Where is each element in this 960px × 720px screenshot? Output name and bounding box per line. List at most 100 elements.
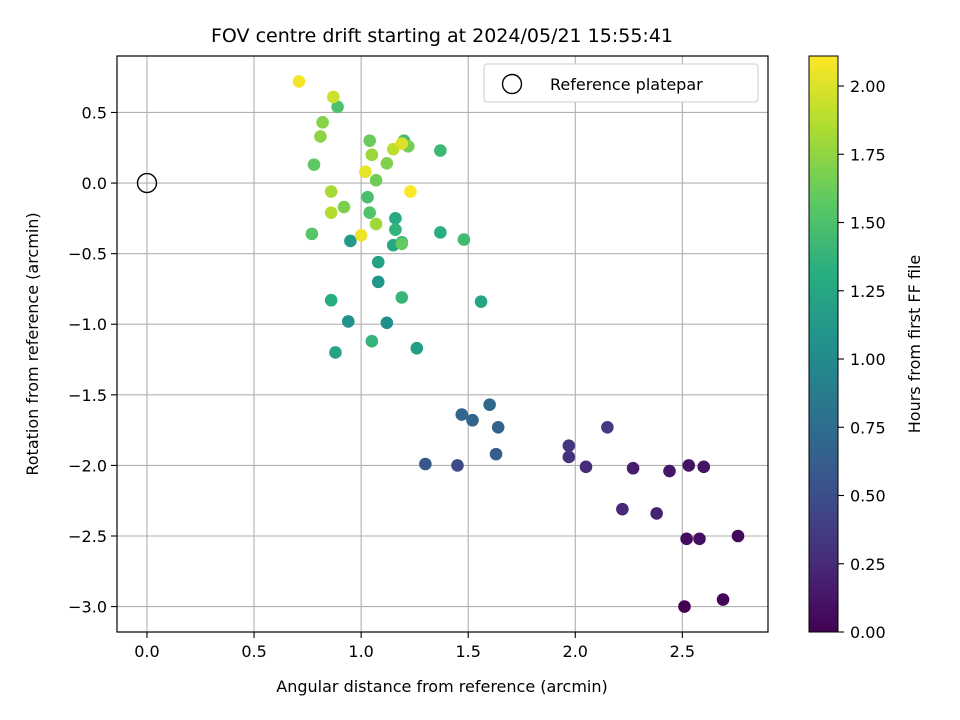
colorbar-tick-label: 0.75	[850, 418, 886, 437]
data-point	[305, 227, 319, 241]
scatter-points	[292, 75, 745, 613]
data-point	[455, 408, 469, 421]
legend-box	[483, 63, 759, 103]
data-point	[474, 295, 488, 308]
y-tick-label: −3.0	[68, 598, 107, 617]
data-point	[650, 507, 663, 520]
y-tick-label: −0.5	[68, 245, 107, 264]
grid	[117, 56, 768, 632]
data-point	[344, 234, 357, 248]
data-point	[395, 291, 409, 304]
colorbar-tick-label: 1.50	[850, 214, 886, 233]
data-point	[369, 173, 383, 187]
colorbar-tick-label: 1.75	[850, 145, 886, 164]
data-point	[316, 116, 329, 129]
data-point	[434, 144, 447, 157]
data-point	[371, 255, 385, 269]
data-point	[626, 461, 640, 475]
y-tick-label: −2.5	[68, 527, 107, 546]
data-point	[341, 315, 355, 328]
x-tick-label: 1.5	[455, 642, 480, 661]
data-point	[404, 185, 417, 198]
data-point	[369, 217, 383, 231]
data-point	[292, 75, 306, 88]
data-point	[380, 156, 394, 170]
data-point	[395, 137, 409, 150]
plot-frame	[116, 55, 769, 633]
x-tick-label: 2.5	[670, 642, 695, 661]
colorbar-tick-label: 1.25	[850, 282, 886, 301]
colorbar	[808, 55, 839, 633]
data-point	[337, 200, 351, 214]
colorbar-ticks: 0.00 0.25 0.50 0.75 1.00 1.25 1.50 1.75 2.00	[838, 77, 886, 642]
data-point	[363, 206, 376, 220]
data-point	[466, 413, 479, 427]
data-point	[434, 226, 447, 239]
data-point	[395, 237, 409, 251]
x-tick-label: 1.0	[348, 642, 373, 661]
data-point	[678, 600, 691, 613]
data-point	[307, 158, 321, 172]
x-tick-label: 2.0	[563, 642, 588, 661]
data-point	[363, 134, 376, 148]
data-point	[324, 185, 338, 198]
y-tick-label: −1.0	[68, 315, 107, 334]
data-point	[354, 228, 368, 242]
data-point	[682, 459, 696, 472]
data-point	[314, 130, 327, 143]
colorbar-tick-label: 1.00	[850, 350, 886, 369]
y-tick-label: 0.5	[82, 103, 107, 122]
data-point	[389, 223, 402, 236]
data-point	[731, 529, 745, 543]
data-point	[419, 457, 432, 471]
x-axis-label: Angular distance from reference (arcmin)	[276, 677, 607, 696]
x-tick-label: 0.5	[241, 642, 266, 661]
y-tick-label: 0.0	[82, 174, 107, 193]
y-axis-label: Rotation from reference (arcmin)	[23, 212, 42, 475]
data-point	[562, 450, 576, 464]
chart-title: FOV centre drift starting at 2024/05/21 …	[211, 25, 673, 47]
data-point	[324, 293, 338, 307]
data-point	[697, 460, 711, 474]
data-point	[329, 346, 342, 359]
data-point	[359, 165, 372, 179]
legend-label: Reference platepar	[550, 75, 703, 94]
data-point	[680, 532, 693, 546]
data-point	[365, 334, 379, 348]
data-point	[579, 460, 593, 474]
reference-marker	[136, 172, 158, 194]
data-point	[489, 447, 503, 461]
y-axis-ticks: 0.5 0.0 −0.5 −1.0 −1.5 −2.0 −2.5 −3.0	[68, 103, 117, 617]
data-point	[716, 593, 730, 606]
data-point	[389, 212, 402, 225]
data-point	[324, 206, 338, 220]
data-point	[331, 100, 344, 114]
data-point	[361, 190, 374, 204]
x-axis-ticks: 0.0 0.5 1.0 1.5 2.0 2.5	[134, 632, 695, 661]
data-point	[601, 420, 614, 434]
data-point	[616, 502, 629, 516]
data-point	[562, 439, 576, 452]
y-tick-label: −2.0	[68, 456, 107, 475]
data-point	[483, 398, 496, 412]
legend: Reference platepar	[483, 63, 759, 103]
colorbar-tick-label: 2.00	[850, 77, 886, 96]
legend-marker	[501, 73, 523, 95]
x-tick-label: 0.0	[134, 642, 159, 661]
colorbar-tick-label: 0.25	[850, 555, 886, 574]
colorbar-tick-label: 0.00	[850, 623, 886, 642]
data-point	[380, 316, 394, 330]
data-point	[365, 148, 379, 162]
data-point	[371, 275, 385, 289]
data-point	[693, 532, 706, 546]
data-point	[663, 464, 676, 478]
colorbar-label: Hours from first FF file	[905, 255, 924, 434]
y-tick-label: −1.5	[68, 386, 107, 405]
data-point	[326, 90, 340, 104]
colorbar-tick-label: 0.50	[850, 487, 886, 506]
data-point	[491, 420, 505, 434]
data-point	[410, 341, 424, 355]
data-point	[457, 233, 471, 246]
data-point	[451, 459, 464, 472]
